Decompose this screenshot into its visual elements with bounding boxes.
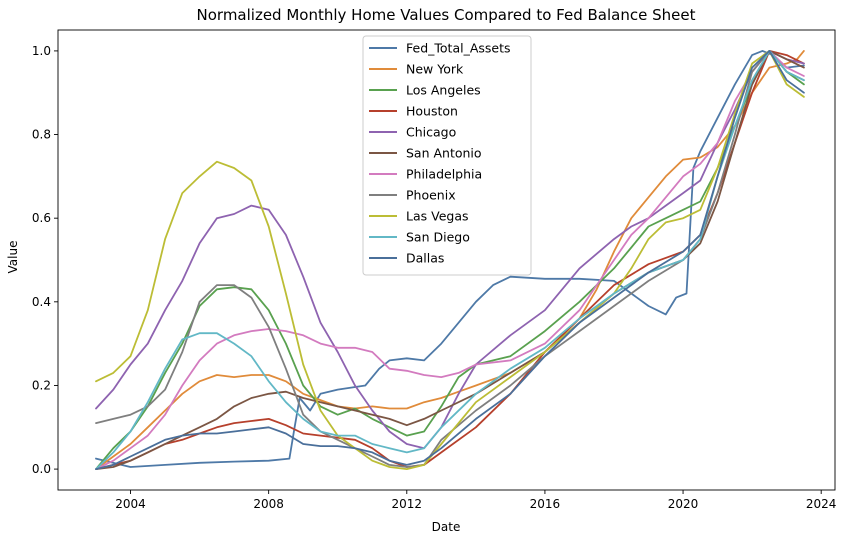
y-tick-label: 0.0 [32,462,51,476]
legend-label-san-diego: San Diego [406,230,470,245]
x-tick-label: 2024 [806,497,837,511]
legend-label-phoenix: Phoenix [406,188,456,203]
series-line-las-vegas [95,50,805,470]
series-line-phoenix [95,50,805,468]
x-tick-label: 2012 [392,497,423,511]
chart-title: Normalized Monthly Home Values Compared … [197,6,696,24]
legend-label-chicago: Chicago [406,125,456,140]
legend-box [362,35,532,276]
x-tick-label: 2004 [115,497,146,511]
x-tick-label: 2016 [530,497,561,511]
legend-label-philadelphia: Philadelphia [406,167,482,182]
legend-label-fed-total-assets: Fed_Total_Assets [406,41,511,56]
y-tick-label: 0.2 [32,378,51,392]
legend-label-new-york: New York [406,62,464,77]
legend-label-dallas: Dallas [406,251,444,266]
y-axis-label: Value [6,241,20,274]
series-line-san-antonio [95,50,805,470]
legend-label-las-vegas: Las Vegas [406,209,469,224]
legend-label-houston: Houston [406,104,458,119]
series-line-chicago [95,50,805,450]
x-axis-label: Date [432,520,461,534]
y-tick-label: 0.8 [32,128,51,142]
legend-label-san-antonio: San Antonio [406,146,482,161]
axes: 2004 2008 2012 2016 2020 2024 0.0 0.2 0.4 0.6 0.8 1… [32,29,837,511]
series-line-los-angeles [95,50,805,470]
y-tick-label: 1.0 [32,44,51,58]
plot-area [95,50,805,470]
y-tick-label: 0.4 [32,295,51,309]
y-tick-label: 0.6 [32,211,51,225]
series-line-fed-total-assets [95,50,805,468]
x-tick-label: 2008 [253,497,284,511]
x-tick-label: 2020 [668,497,699,511]
series-line-philadelphia [95,50,805,470]
legend: Fed_Total_Assets New York Los Angeles Houst… [362,35,532,276]
legend-label-los-angeles: Los Angeles [406,83,481,98]
plot-frame [57,29,836,491]
series-line-dallas [95,50,805,470]
